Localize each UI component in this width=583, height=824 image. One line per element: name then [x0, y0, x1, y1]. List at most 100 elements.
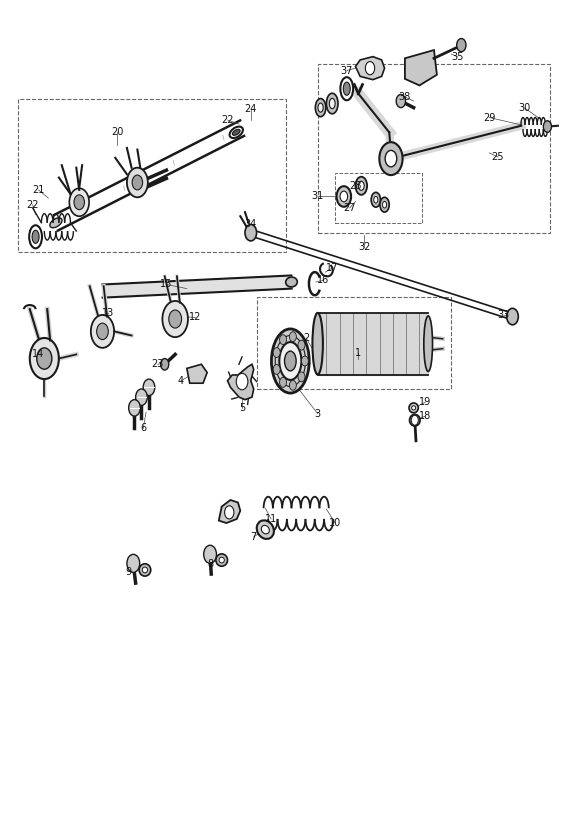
- Circle shape: [245, 224, 257, 241]
- Ellipse shape: [326, 93, 338, 114]
- Circle shape: [127, 555, 140, 573]
- Ellipse shape: [312, 313, 323, 375]
- Circle shape: [169, 310, 181, 328]
- Text: 6: 6: [140, 424, 146, 433]
- Text: 9: 9: [125, 567, 132, 577]
- Circle shape: [129, 400, 141, 416]
- Text: 18: 18: [419, 411, 431, 421]
- Ellipse shape: [219, 557, 224, 563]
- Ellipse shape: [279, 342, 301, 380]
- Ellipse shape: [356, 176, 367, 194]
- Bar: [335, 173, 422, 222]
- Text: 8: 8: [207, 559, 213, 569]
- Circle shape: [366, 62, 375, 75]
- Text: 28: 28: [349, 180, 361, 191]
- Circle shape: [380, 143, 403, 175]
- Circle shape: [91, 315, 114, 348]
- Ellipse shape: [272, 329, 309, 393]
- Text: 22: 22: [222, 115, 234, 125]
- Text: 5: 5: [239, 403, 245, 413]
- Ellipse shape: [285, 351, 296, 371]
- Text: 1: 1: [355, 348, 361, 358]
- Circle shape: [132, 175, 143, 190]
- Text: 16: 16: [317, 275, 329, 285]
- Ellipse shape: [32, 230, 39, 243]
- Text: 34: 34: [245, 219, 257, 229]
- Ellipse shape: [318, 103, 323, 112]
- Ellipse shape: [336, 186, 351, 207]
- Ellipse shape: [374, 196, 378, 203]
- Circle shape: [385, 151, 397, 167]
- Circle shape: [236, 373, 248, 390]
- Circle shape: [74, 194, 85, 209]
- Text: 24: 24: [245, 105, 257, 115]
- Ellipse shape: [139, 564, 151, 576]
- Polygon shape: [103, 275, 292, 297]
- Bar: [18, 100, 286, 251]
- Text: 3: 3: [315, 409, 321, 419]
- Text: 21: 21: [32, 185, 45, 195]
- Circle shape: [69, 188, 89, 216]
- Text: 32: 32: [358, 242, 370, 252]
- Text: 15: 15: [160, 279, 173, 289]
- Text: 17: 17: [326, 263, 338, 273]
- Text: 22: 22: [26, 199, 39, 209]
- Polygon shape: [219, 500, 240, 523]
- Text: 29: 29: [483, 113, 496, 123]
- Text: 35: 35: [451, 52, 463, 62]
- Circle shape: [298, 372, 305, 382]
- Bar: [257, 297, 451, 389]
- Circle shape: [143, 379, 155, 396]
- Circle shape: [543, 121, 552, 133]
- Text: 31: 31: [311, 191, 324, 202]
- Circle shape: [224, 506, 234, 519]
- Polygon shape: [187, 364, 207, 383]
- Ellipse shape: [409, 403, 418, 413]
- Ellipse shape: [371, 192, 381, 207]
- Ellipse shape: [286, 277, 297, 287]
- Circle shape: [97, 323, 108, 339]
- Ellipse shape: [410, 414, 420, 426]
- Ellipse shape: [142, 567, 147, 573]
- Text: 10: 10: [329, 518, 341, 528]
- Circle shape: [163, 301, 188, 337]
- Text: 12: 12: [189, 312, 202, 322]
- Circle shape: [301, 356, 308, 366]
- Circle shape: [298, 340, 305, 350]
- Text: 30: 30: [518, 103, 531, 113]
- Ellipse shape: [50, 218, 62, 227]
- Bar: [318, 64, 550, 232]
- Circle shape: [203, 545, 216, 564]
- Text: 19: 19: [419, 397, 431, 407]
- Circle shape: [273, 348, 280, 358]
- Text: 7: 7: [251, 532, 257, 542]
- Text: 25: 25: [491, 152, 504, 162]
- Ellipse shape: [380, 197, 389, 212]
- Text: 20: 20: [111, 128, 123, 138]
- Text: 23: 23: [152, 359, 164, 369]
- Text: 4: 4: [178, 376, 184, 386]
- Circle shape: [396, 95, 406, 108]
- Polygon shape: [356, 57, 385, 80]
- Circle shape: [289, 332, 296, 342]
- Ellipse shape: [257, 520, 274, 539]
- Circle shape: [280, 335, 287, 344]
- Polygon shape: [405, 50, 437, 86]
- Text: 2: 2: [303, 333, 309, 343]
- Ellipse shape: [315, 99, 326, 117]
- Polygon shape: [227, 364, 254, 400]
- Circle shape: [127, 168, 148, 197]
- Circle shape: [37, 348, 52, 369]
- Text: 37: 37: [340, 66, 353, 76]
- Ellipse shape: [382, 201, 387, 208]
- Ellipse shape: [329, 98, 335, 109]
- Ellipse shape: [343, 82, 350, 96]
- Circle shape: [136, 389, 147, 405]
- Circle shape: [280, 377, 287, 387]
- Ellipse shape: [233, 129, 240, 135]
- Circle shape: [412, 415, 418, 425]
- Circle shape: [161, 358, 169, 370]
- Circle shape: [507, 308, 518, 325]
- Text: 33: 33: [498, 310, 510, 320]
- Text: 11: 11: [265, 514, 278, 524]
